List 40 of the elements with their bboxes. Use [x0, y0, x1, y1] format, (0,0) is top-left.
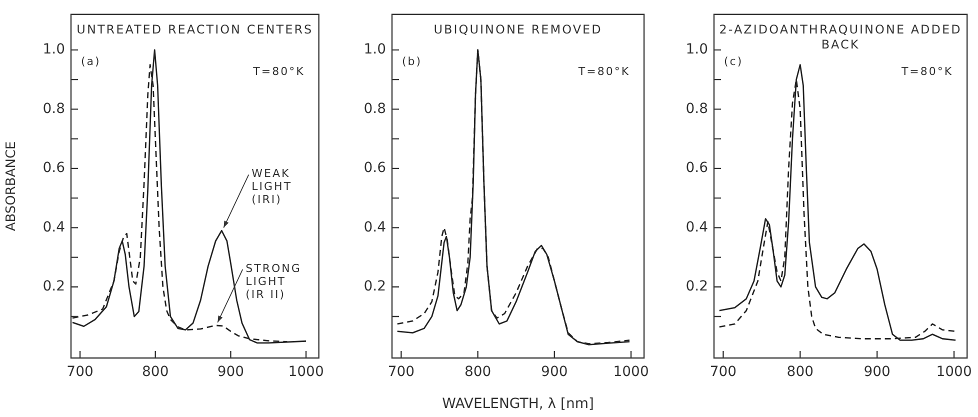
- text: UNTREATED REACTION CENTERS: [76, 22, 314, 37]
- annotation: (c): [724, 54, 744, 68]
- y-tick-label: 1.0: [42, 42, 65, 58]
- x-tick-label: 800: [464, 364, 492, 380]
- y-tick-label: 0.6: [42, 160, 66, 176]
- annotation: STRONG LIGHT (IR II): [246, 262, 302, 301]
- x-tick-label: 700: [66, 364, 94, 380]
- y-tick-label: 1.0: [364, 42, 386, 58]
- y-tick-label: 0.2: [42, 278, 65, 295]
- y-tick-label: 0.6: [686, 160, 708, 176]
- y-tick-label: 0.4: [42, 219, 66, 236]
- annotation: T=80°K: [577, 64, 630, 78]
- annotation: WEAK LIGHT (IRI): [252, 166, 292, 206]
- y-tick-label: 1.0: [686, 42, 708, 58]
- text: 2-AZIDOANTHRAQUINONE ADDED BACK: [719, 22, 962, 52]
- x-tick-label: 900: [217, 364, 244, 380]
- y-tick-label: 0.8: [42, 100, 65, 117]
- x-axis-title: WAVELENGTH, λ [nm]: [442, 396, 594, 412]
- x-tick-label: 1000: [613, 364, 649, 380]
- x-tick-label: 800: [142, 364, 169, 380]
- y-axis-title: ABSORBANCE: [4, 141, 20, 232]
- y-tick-label: 0.2: [364, 278, 386, 295]
- y-tick-label: 0.8: [364, 100, 386, 117]
- x-tick-label: 700: [710, 364, 737, 380]
- x-tick-label: 900: [541, 364, 568, 380]
- annotation: T=80°K: [900, 64, 954, 78]
- y-tick-label: 0.8: [686, 100, 708, 117]
- annotation: T=80°K: [252, 64, 305, 78]
- text: UBIQUINONE REMOVED: [434, 22, 602, 37]
- y-tick-label: 0.4: [686, 219, 708, 236]
- annotation: (b): [402, 54, 422, 68]
- y-tick-label: 0.4: [364, 219, 386, 236]
- annotation: (a): [81, 54, 101, 68]
- x-tick-label: 700: [388, 364, 415, 380]
- y-tick-label: 0.6: [364, 160, 386, 176]
- x-tick-label: 1000: [288, 364, 324, 380]
- x-tick-label: 1000: [936, 364, 972, 380]
- x-tick-label: 800: [786, 364, 814, 380]
- y-tick-label: 0.2: [686, 278, 708, 295]
- x-tick-label: 900: [864, 364, 890, 380]
